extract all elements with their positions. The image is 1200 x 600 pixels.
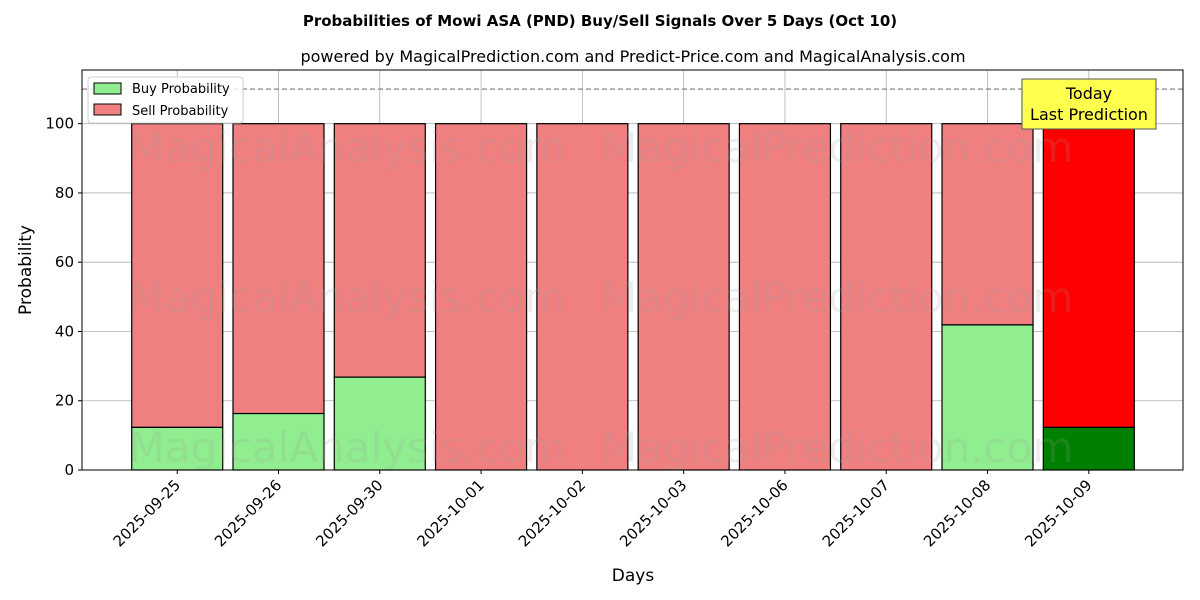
annotation-line2: Last Prediction — [1030, 105, 1148, 124]
watermark: MagicalAnalysis.com — [129, 273, 566, 322]
watermark: MagicalPrediction.com — [601, 123, 1074, 172]
y-tick-label: 100 — [45, 115, 74, 133]
legend-label-buy: Buy Probability — [132, 82, 230, 97]
x-tick-label: 2025-10-03 — [616, 476, 690, 550]
sell-bar — [840, 123, 933, 471]
legend-swatch-sell — [93, 103, 122, 116]
buy-bar — [941, 324, 1034, 471]
y-tick-label: 0 — [64, 461, 74, 479]
y-axis-label: Probability — [16, 225, 36, 315]
buy-bar — [1042, 426, 1135, 471]
x-tick-label: 2025-10-02 — [515, 476, 589, 550]
legend-box — [87, 76, 244, 124]
watermark: MagicalPrediction.com — [601, 423, 1074, 472]
sell-bar — [1042, 123, 1135, 429]
watermark: MagicalPrediction.com — [601, 273, 1074, 322]
chart-subtitle: powered by MagicalPrediction.com and Pre… — [300, 47, 965, 66]
x-tick-label: 2025-09-30 — [312, 476, 386, 550]
watermark: MagicalAnalysis.com — [129, 423, 566, 472]
watermark: MagicalAnalysis.com — [129, 123, 566, 172]
sell-bar — [333, 123, 426, 378]
legend-label-sell: Sell Probability — [132, 104, 229, 119]
legend-swatch-buy — [93, 82, 122, 95]
x-tick-label: 2025-10-08 — [920, 476, 994, 550]
sell-bar — [941, 123, 1034, 326]
chart-title: Probabilities of Mowi ASA (PND) Buy/Sell… — [303, 12, 897, 30]
x-tick-label: 2025-10-07 — [819, 476, 893, 550]
buy-bar — [333, 376, 426, 471]
sell-bar — [738, 123, 832, 471]
x-tick-label: 2025-10-09 — [1021, 476, 1095, 550]
legend: Buy Probability Sell Probability — [87, 76, 244, 124]
sell-bar — [131, 123, 224, 429]
x-tick-label: 2025-09-25 — [110, 476, 184, 550]
today-annotation: Today Last Prediction — [1021, 78, 1157, 130]
y-tick-label: 40 — [55, 322, 74, 340]
y-tick-label: 60 — [55, 253, 74, 271]
y-tick-label: 20 — [55, 392, 74, 410]
annotation-box — [1021, 78, 1157, 130]
plot-frame — [81, 69, 1184, 471]
x-tick-label: 2025-10-01 — [414, 476, 488, 550]
x-tick-label: 2025-10-06 — [717, 476, 791, 550]
sell-bar — [637, 123, 730, 471]
x-axis-label: Days — [612, 566, 655, 586]
annotation-line1: Today — [1065, 84, 1112, 103]
buy-bar — [232, 412, 325, 471]
y-tick-label: 80 — [55, 184, 74, 202]
sell-bar — [434, 123, 528, 471]
x-tick-label: 2025-09-26 — [211, 476, 285, 550]
